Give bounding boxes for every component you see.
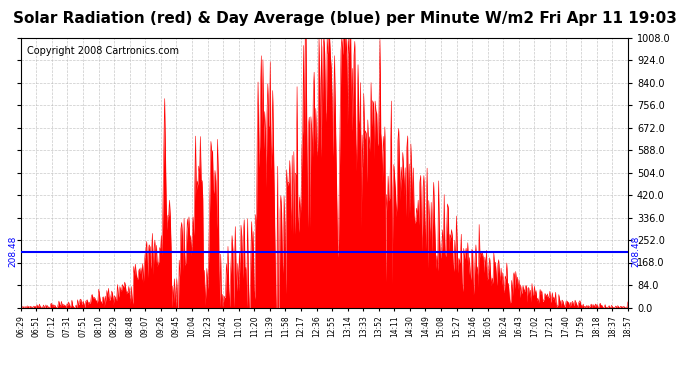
Text: 208.48: 208.48 — [631, 236, 640, 267]
Text: Copyright 2008 Cartronics.com: Copyright 2008 Cartronics.com — [27, 46, 179, 56]
Text: Solar Radiation (red) & Day Average (blue) per Minute W/m2 Fri Apr 11 19:03: Solar Radiation (red) & Day Average (blu… — [13, 11, 677, 26]
Text: 208.48: 208.48 — [9, 236, 18, 267]
